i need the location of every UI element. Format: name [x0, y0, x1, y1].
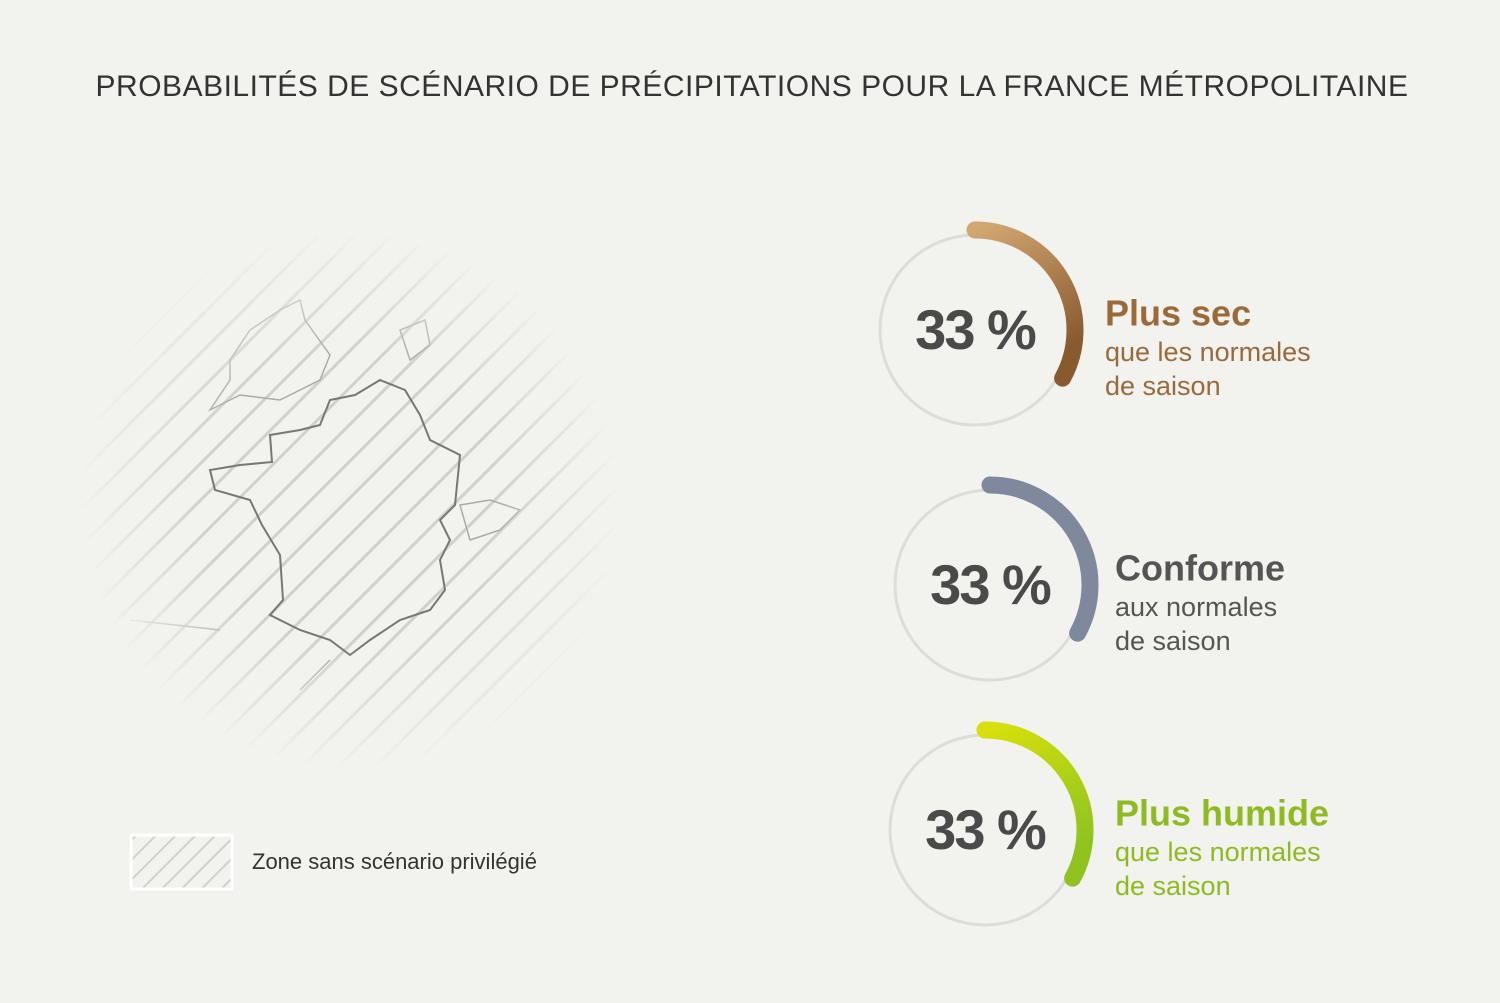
- gauge-arc: [966, 221, 1084, 387]
- gauge-value-label: 33 %: [930, 553, 1051, 616]
- scenario-title: Plus humide: [1115, 793, 1329, 834]
- scenario-title: Plus sec: [1105, 293, 1251, 334]
- gauge-value-label: 33 %: [915, 298, 1036, 361]
- neighbour-outlines: [129, 298, 522, 691]
- map: [80, 230, 620, 770]
- gauge-arc: [981, 476, 1099, 642]
- scenario-subtitle: aux normales: [1115, 592, 1277, 622]
- scenario-subtitle: que les normales: [1105, 337, 1311, 367]
- france-outline: [208, 378, 462, 657]
- scenario-title: Conforme: [1115, 548, 1285, 589]
- scenario-subtitle: que les normales: [1115, 837, 1321, 867]
- legend-label: Zone sans scénario privilégié: [252, 849, 537, 874]
- map-hatching: [80, 230, 620, 770]
- scenario-subtitle: de saison: [1115, 626, 1231, 656]
- legend-swatch: [129, 833, 234, 891]
- scenario-subtitle: de saison: [1115, 871, 1231, 901]
- scenario-subtitle: de saison: [1105, 371, 1221, 401]
- page-title: PROBABILITÉS DE SCÉNARIO DE PRÉCIPITATIO…: [96, 70, 1409, 103]
- gauge-arc: [976, 721, 1094, 887]
- gauge-value-label: 33 %: [925, 798, 1046, 861]
